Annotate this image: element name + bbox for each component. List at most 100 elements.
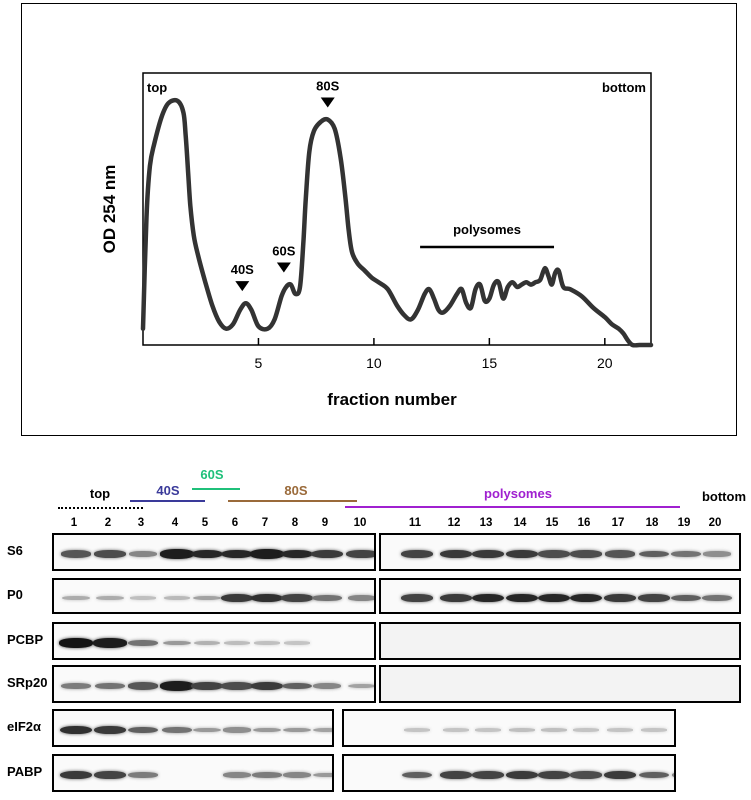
fraction-number: 14 — [513, 517, 527, 529]
protein-band — [346, 550, 374, 558]
blot-panel-left — [52, 709, 334, 747]
protein-band — [60, 550, 92, 558]
protein-band — [96, 595, 124, 601]
blot-panel-right — [379, 533, 741, 571]
protein-band — [671, 550, 701, 558]
protein-band — [163, 596, 191, 600]
protein-band — [190, 549, 224, 559]
protein-band — [163, 640, 191, 646]
blot-panel-left — [52, 754, 334, 792]
protein-band — [505, 593, 539, 603]
protein-band — [93, 638, 127, 648]
blot-row-label: SRp20 — [7, 675, 48, 690]
protein-band — [193, 595, 221, 601]
protein-band — [60, 770, 92, 780]
protein-band — [62, 595, 90, 601]
protein-band — [128, 639, 158, 647]
protein-band — [160, 681, 194, 691]
fraction-number: 11 — [408, 517, 422, 529]
fraction-number: 17 — [611, 517, 625, 529]
protein-band — [94, 550, 126, 558]
peak-annotations: 40S 60S 80S — [231, 78, 340, 292]
protein-band — [401, 594, 433, 602]
fraction-number: 8 — [291, 517, 299, 529]
protein-band — [94, 771, 126, 779]
fraction-number: 18 — [645, 517, 659, 529]
protein-band — [606, 728, 634, 732]
protein-band — [312, 594, 342, 602]
protein-band — [252, 772, 282, 778]
protein-band — [95, 682, 125, 690]
blot-row-label: eIF2α — [7, 719, 42, 734]
protein-band — [59, 725, 93, 735]
protein-band — [222, 727, 252, 733]
peak-marker — [276, 262, 291, 273]
protein-band — [403, 728, 431, 732]
protein-band — [129, 596, 157, 600]
plot-area-frame — [142, 72, 652, 346]
fraction-range-label: top — [89, 486, 111, 501]
protein-band — [640, 728, 668, 732]
protein-band — [59, 638, 93, 648]
protein-band — [221, 593, 253, 603]
protein-band — [570, 550, 602, 558]
protein-band — [280, 549, 314, 559]
fraction-number: 9 — [321, 517, 329, 529]
protein-band — [570, 771, 602, 779]
protein-band — [283, 641, 311, 645]
blot-panel-right — [379, 578, 741, 614]
blot-row-label: PABP — [7, 764, 43, 779]
protein-band — [702, 551, 732, 557]
protein-band — [472, 771, 504, 779]
protein-band — [538, 550, 570, 558]
protein-band — [347, 595, 374, 601]
fraction-range-bar — [192, 488, 240, 490]
profile-figure-frame — [21, 3, 737, 436]
protein-band — [508, 728, 536, 732]
protein-band — [537, 593, 571, 603]
protein-band — [401, 771, 433, 779]
protein-band — [604, 593, 636, 603]
x-axis-label: fraction number — [327, 390, 457, 409]
protein-band — [671, 772, 674, 778]
protein-band — [670, 594, 702, 602]
fraction-range-bar — [130, 500, 205, 502]
protein-band — [253, 641, 281, 645]
blot-panel-left — [52, 622, 376, 660]
protein-band — [193, 641, 221, 645]
fraction-range-bar — [345, 506, 680, 508]
protein-band — [572, 728, 600, 732]
protein-band — [312, 683, 342, 689]
fraction-range-label: polysomes — [484, 486, 552, 501]
blot-row-label: P0 — [7, 587, 23, 602]
protein-band — [569, 593, 603, 603]
polysomes-label: polysomes — [453, 222, 521, 237]
protein-band — [538, 771, 570, 779]
fraction-number: 15 — [545, 517, 559, 529]
protein-band — [223, 641, 251, 645]
x-tick-label: 15 — [482, 355, 498, 371]
profile-chart: 5 10 15 20 40S 60S 80S top bottom polysomes f… — [100, 72, 654, 409]
protein-band — [281, 594, 313, 602]
protein-band — [474, 728, 502, 732]
peak-marker — [320, 97, 335, 108]
fraction-number: 5 — [201, 517, 209, 529]
protein-band — [472, 549, 504, 559]
protein-band — [250, 593, 284, 603]
fraction-number: 20 — [708, 517, 722, 529]
protein-band — [191, 682, 223, 690]
bottom-corner-label: bottom — [602, 80, 646, 95]
protein-band — [440, 549, 472, 559]
fraction-number: 16 — [577, 517, 591, 529]
protein-band — [638, 594, 670, 602]
fraction-number: 13 — [479, 517, 493, 529]
protein-band — [506, 770, 538, 780]
protein-band — [471, 593, 505, 603]
blot-panel-right — [342, 754, 676, 792]
protein-band — [250, 549, 284, 559]
protein-band — [440, 771, 472, 779]
protein-band — [282, 772, 312, 778]
protein-band — [160, 549, 194, 559]
blot-panel-right — [379, 622, 741, 660]
blot-panel-left — [52, 533, 376, 571]
